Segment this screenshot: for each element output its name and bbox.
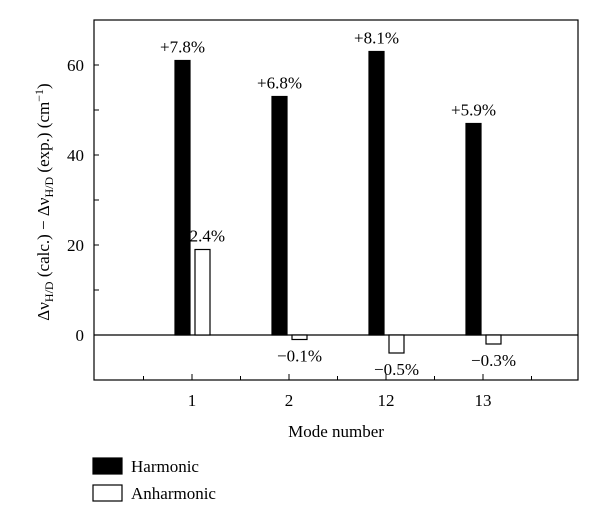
x-tick-label: 1 [188,391,197,410]
x-axis-title: Mode number [288,422,384,441]
anharmonic-bar [291,334,308,341]
x-tick-label: 2 [285,391,294,410]
harmonic-bar [368,50,385,336]
x-tick-label: 12 [378,391,395,410]
anharmonic-bar [388,334,405,354]
y-tick-label: 0 [76,326,85,345]
data-label: −0.3% [471,351,516,370]
y-axis-title-superscript: −1 [32,89,46,102]
legend-label: Harmonic [131,457,199,476]
y-axis-title-subscript: H/D [42,281,56,302]
harmonic-bar [174,59,191,336]
y-axis-title: ΔνH/D (calc.) − ΔνH/D (exp.) (cm−1) [32,83,56,320]
data-label: −0.5% [374,360,419,379]
anharmonic-bar [485,334,502,345]
harmonic-bar [465,122,482,336]
y-axis-title-subscript: H/D [42,177,56,198]
legend-label: Anharmonic [131,484,216,503]
y-axis-title-part: (exp.) (cm [34,102,53,177]
data-label: +7.8% [160,38,205,57]
data-label: +8.1% [354,29,399,48]
data-label: +2.4% [180,227,225,246]
data-label: +6.8% [257,74,302,93]
y-tick-label: 20 [67,236,84,255]
harmonic-bar [271,95,288,336]
data-labels: +7.8% +6.8% +8.1% +5.9% +2.4% −0.1% −0.5% −0.3% [160,29,516,380]
legend-swatch [92,457,123,475]
legend: Harmonic Anharmonic [92,457,216,503]
plot-frame [93,19,579,381]
axes [93,19,579,381]
data-label: −0.1% [277,347,322,366]
x-tick-label: 13 [475,391,492,410]
y-tick-label: 40 [67,146,84,165]
y-axis-title-part: Δν [34,302,53,321]
bars [174,50,502,354]
y-tick-label: 60 [67,56,84,75]
data-label: +5.9% [451,101,496,120]
y-axis-title-part: (calc.) − Δν [34,197,53,281]
legend-swatch [92,484,123,502]
y-axis-title-part: ) [34,83,53,89]
anharmonic-bar [194,248,211,336]
